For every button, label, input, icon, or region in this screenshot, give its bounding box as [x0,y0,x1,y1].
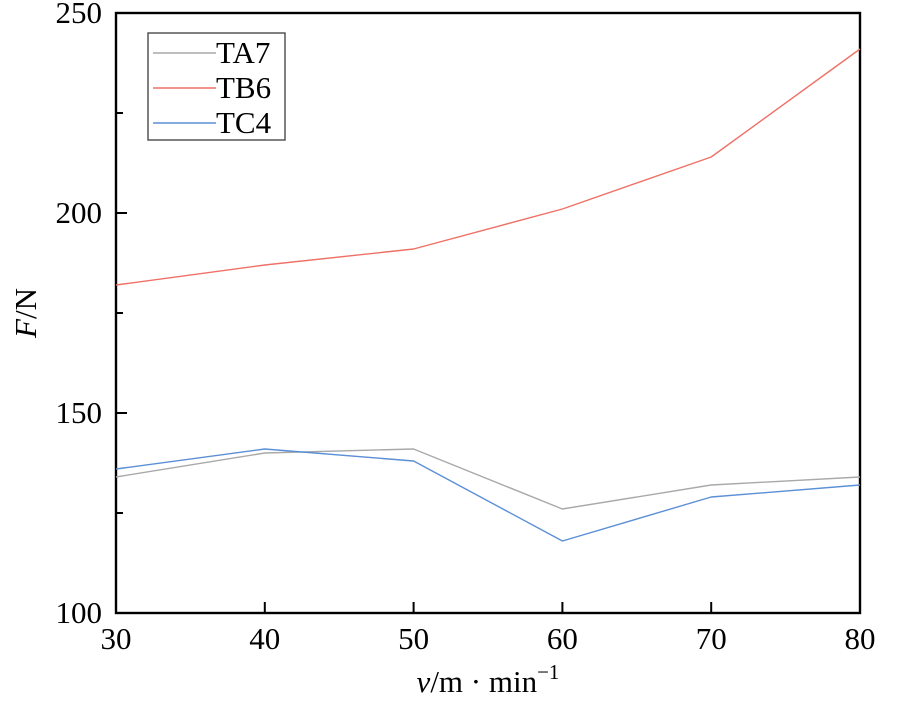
legend-label-TC4: TC4 [216,105,272,140]
x-tick-label: 40 [249,621,280,656]
x-axis-title: v/m · min−1 [417,660,560,699]
x-tick-label: 80 [845,621,876,656]
y-axis-title: F/N [8,288,43,339]
series-line-TB6 [115,48,861,286]
y-tick-label: 150 [56,395,103,430]
x-tick-label: 30 [101,621,132,656]
x-tick-label: 50 [398,621,429,656]
legend-box [147,32,286,141]
legend-label-TB6: TB6 [216,70,271,105]
y-tick-label: 250 [56,0,103,30]
y-tick-label: 200 [56,195,103,230]
y-tick-label: 100 [56,595,103,630]
series-line-TA7 [115,448,861,510]
x-tick-label: 60 [547,621,578,656]
x-tick-label: 70 [696,621,727,656]
legend-label-TA7: TA7 [216,35,270,70]
series-line-TC4 [115,448,861,542]
